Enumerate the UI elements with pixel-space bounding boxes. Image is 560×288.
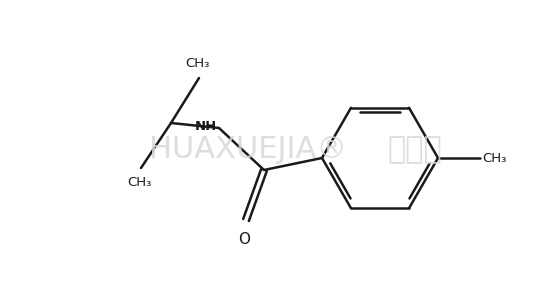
Text: CH₃: CH₃ <box>482 151 506 164</box>
Text: O: O <box>238 232 250 247</box>
Text: HUAXUEJIA®: HUAXUEJIA® <box>149 135 347 164</box>
Text: CH₃: CH₃ <box>185 57 209 70</box>
Text: NH: NH <box>195 120 217 134</box>
Text: 化学加: 化学加 <box>388 135 442 164</box>
Text: CH₃: CH₃ <box>127 176 151 189</box>
